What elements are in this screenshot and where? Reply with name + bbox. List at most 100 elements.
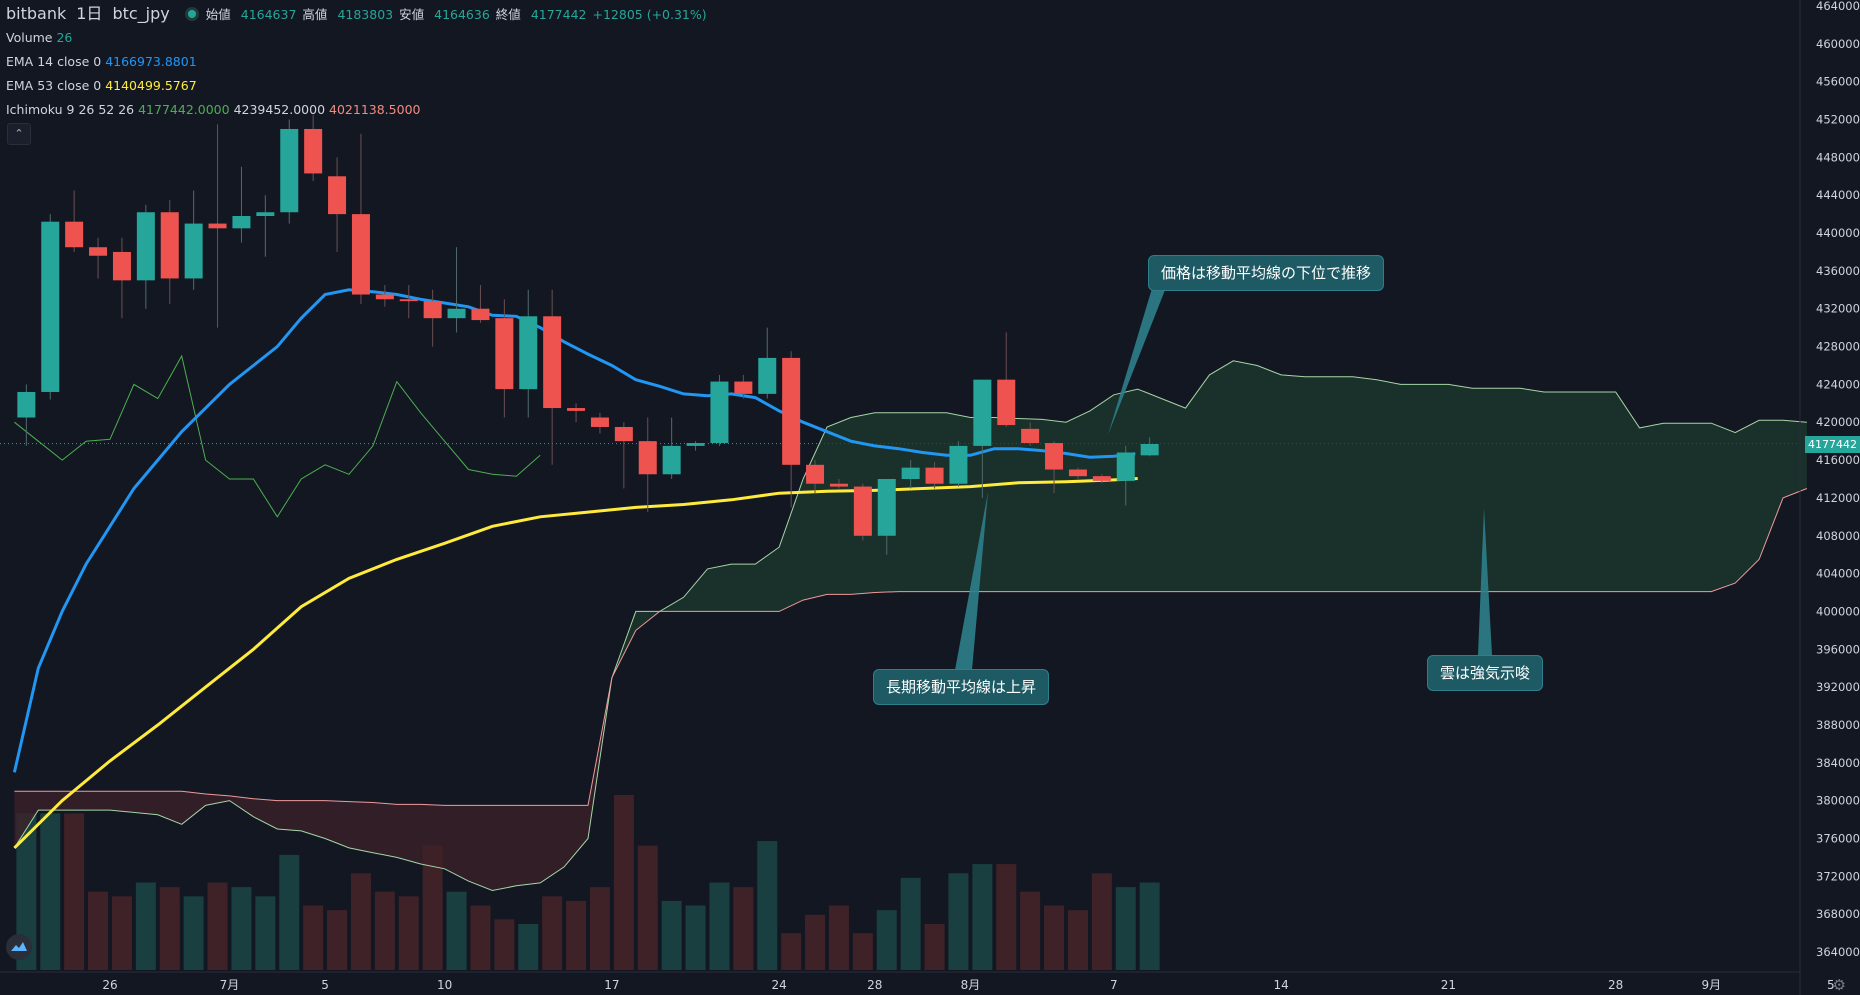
- candle-down: [997, 379, 1016, 426]
- candle-down: [590, 417, 609, 427]
- volume-legend[interactable]: Volume 26: [6, 26, 723, 50]
- chevron-up-icon[interactable]: ⌃: [7, 123, 31, 145]
- y-tick-label: 4080000: [1816, 529, 1860, 543]
- volume-bar: [781, 933, 802, 970]
- volume-bar: [900, 877, 921, 970]
- volume-value: 26: [56, 30, 73, 45]
- volume-bar: [757, 841, 778, 970]
- volume-bar: [111, 896, 132, 970]
- candle-up: [758, 357, 777, 394]
- volume-bar: [661, 900, 682, 970]
- ohlc-values: 始値 4164637 高値 4183803 安値 4164636 終値 4177442 +128…: [206, 7, 713, 22]
- x-tick-label: 7: [1110, 978, 1118, 992]
- volume-bar: [1091, 873, 1112, 970]
- candle-up: [136, 212, 155, 281]
- volume-bar: [255, 896, 276, 970]
- y-tick-label: 4320000: [1816, 302, 1860, 316]
- cloud-bullish-fill: [611, 360, 1807, 678]
- senkou-span-b-line: [14, 488, 1808, 806]
- callout-pointer: [1478, 508, 1492, 655]
- ema14-value: 4166973.8801: [105, 54, 197, 69]
- last-price-tag: 4177442: [1805, 436, 1860, 453]
- change-value: +12805 (+0.31%): [592, 7, 707, 22]
- y-tick-label: 3800000: [1816, 794, 1860, 808]
- candle-up: [519, 316, 538, 390]
- candle-down: [1068, 469, 1087, 477]
- candle-up: [973, 379, 992, 446]
- tenkan-sen-line: [14, 354, 541, 518]
- candle-up: [710, 381, 729, 444]
- ichimoku-label: Ichimoku 9 26 52 26: [6, 102, 135, 117]
- senkou-span-a-line: [13, 360, 1807, 892]
- volume-bar: [828, 905, 849, 970]
- candle-down: [328, 176, 347, 215]
- ichimoku-legend[interactable]: Ichimoku 9 26 52 26 4177442.0000 4239452…: [6, 98, 723, 122]
- gear-icon[interactable]: ⚙: [1832, 976, 1846, 994]
- volume-bar: [948, 873, 969, 970]
- candle-up: [949, 445, 968, 484]
- candle-down: [399, 299, 418, 302]
- volume-bar: [924, 923, 945, 970]
- x-tick-label: 17: [604, 978, 619, 992]
- y-tick-label: 3840000: [1816, 756, 1860, 770]
- y-tick-label: 3920000: [1816, 680, 1860, 694]
- volume-bar: [40, 813, 61, 970]
- exchange-name[interactable]: bitbank: [6, 4, 67, 23]
- high-label: 高値: [302, 7, 328, 22]
- volume-bar: [1067, 910, 1088, 970]
- volume-bar: [996, 864, 1017, 970]
- volume-bar: [733, 887, 754, 970]
- callout-pointers: [955, 285, 1492, 670]
- candle-down: [1045, 443, 1064, 470]
- candle-up: [280, 128, 299, 213]
- y-tick-label: 4120000: [1816, 491, 1860, 505]
- y-tick-label: 4400000: [1816, 226, 1860, 240]
- volume-bar: [231, 887, 252, 970]
- ema53-label: EMA 53 close 0: [6, 78, 102, 93]
- volume-bar: [852, 933, 873, 970]
- ema14-label: EMA 14 close 0: [6, 54, 102, 69]
- candle-down: [471, 308, 490, 321]
- volume-bar: [303, 905, 324, 970]
- x-tick-label: 5: [1827, 978, 1835, 992]
- ichimoku-cloud: [13, 360, 1808, 892]
- candle-down: [614, 426, 633, 442]
- volume-bar: [159, 887, 180, 970]
- x-tick-label: 8月: [961, 978, 981, 992]
- volume-bar: [422, 845, 443, 970]
- volume-bar: [398, 896, 419, 970]
- y-tick-label: 3720000: [1816, 869, 1860, 883]
- chart-legend: bitbank 1日 btc_jpy 始値 4164637 高値 4183803 安値 4164…: [6, 2, 723, 122]
- pair-name[interactable]: btc_jpy: [112, 4, 170, 23]
- y-tick-label: 4440000: [1816, 188, 1860, 202]
- ema53-legend[interactable]: EMA 53 close 0 4140499.5767: [6, 74, 723, 98]
- y-tick-label: 4560000: [1816, 75, 1860, 89]
- interval-label[interactable]: 1日: [76, 4, 103, 23]
- candle-down: [351, 214, 370, 295]
- symbol-row: bitbank 1日 btc_jpy 始値 4164637 高値 4183803 安値 4164…: [6, 2, 723, 26]
- candle-up: [1116, 452, 1135, 481]
- candle-down: [423, 301, 442, 319]
- ema14-legend[interactable]: EMA 14 close 0 4166973.8801: [6, 50, 723, 74]
- candle-down: [1092, 476, 1111, 481]
- candle-up: [686, 443, 705, 446]
- tradingview-logo-icon[interactable]: [6, 934, 32, 960]
- x-tick-label: 28: [1608, 978, 1623, 992]
- x-tick-label: 21: [1441, 978, 1456, 992]
- ema53-value: 4140499.5767: [105, 78, 197, 93]
- volume-bar: [805, 914, 826, 970]
- y-tick-label: 3960000: [1816, 642, 1860, 656]
- open-label: 始値: [205, 7, 231, 22]
- y-tick-label: 4520000: [1816, 113, 1860, 127]
- y-tick-label: 3760000: [1816, 831, 1860, 845]
- volume-bar: [16, 813, 37, 970]
- x-tick-label: 5: [321, 978, 329, 992]
- y-tick-label: 4240000: [1816, 377, 1860, 391]
- callout-pointer: [1108, 285, 1167, 435]
- open-value: 4164637: [240, 7, 297, 22]
- candle-down: [638, 441, 657, 475]
- y-tick-label: 4600000: [1816, 37, 1860, 51]
- volume-bar: [1044, 905, 1065, 970]
